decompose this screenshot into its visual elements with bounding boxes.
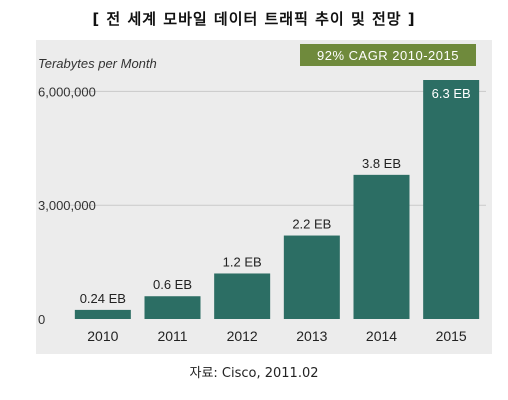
y-tick-label: 0: [38, 312, 45, 327]
source-note: 자료: Cisco, 2011.02: [189, 366, 319, 381]
cagr-badge: 92% CAGR 2010-2015: [300, 44, 476, 66]
gridlines: [68, 90, 486, 206]
bar: [423, 80, 480, 319]
data-label: 1.2 EB: [223, 254, 262, 269]
page-title: [ 전 세계 모바일 데이터 트래픽 추이 및 전망 ]: [92, 10, 416, 28]
data-labels: 0.24 EB 0.6 EB 1.2 EB 2.2 EB 3.8 EB 6.3 EB: [80, 86, 471, 306]
cagr-badge-text: 92% CAGR 2010-2015: [317, 48, 459, 63]
x-tick-label: 2014: [366, 328, 397, 344]
bar: [283, 235, 340, 319]
bar-chart: Terabytes per Month 92% CAGR 2010-2015 0…: [38, 44, 486, 344]
y-tick-label: 3,000,000: [38, 198, 96, 213]
y-axis-label: Terabytes per Month: [38, 56, 157, 71]
x-tick-label: 2015: [436, 328, 467, 344]
x-axis-ticks: 2010 2011 2012 2013 2014 2015: [87, 328, 467, 344]
x-tick-label: 2010: [87, 328, 118, 344]
data-label: 0.24 EB: [80, 291, 126, 306]
data-label: 2.2 EB: [292, 217, 331, 232]
x-tick-label: 2013: [296, 328, 327, 344]
bar: [353, 174, 410, 319]
x-tick-label: 2011: [157, 328, 187, 344]
bar: [74, 309, 131, 319]
bars: [74, 80, 480, 319]
data-label: 6.3 EB: [432, 86, 471, 101]
x-tick-label: 2012: [227, 328, 258, 344]
data-label: 0.6 EB: [153, 277, 192, 292]
y-tick-label: 6,000,000: [38, 84, 96, 99]
bar: [144, 296, 201, 319]
cagr-badge-background: [300, 44, 476, 66]
y-axis-ticks: 0 3,000,000 6,000,000: [38, 84, 96, 327]
data-label: 3.8 EB: [362, 156, 401, 171]
bar: [214, 273, 271, 319]
